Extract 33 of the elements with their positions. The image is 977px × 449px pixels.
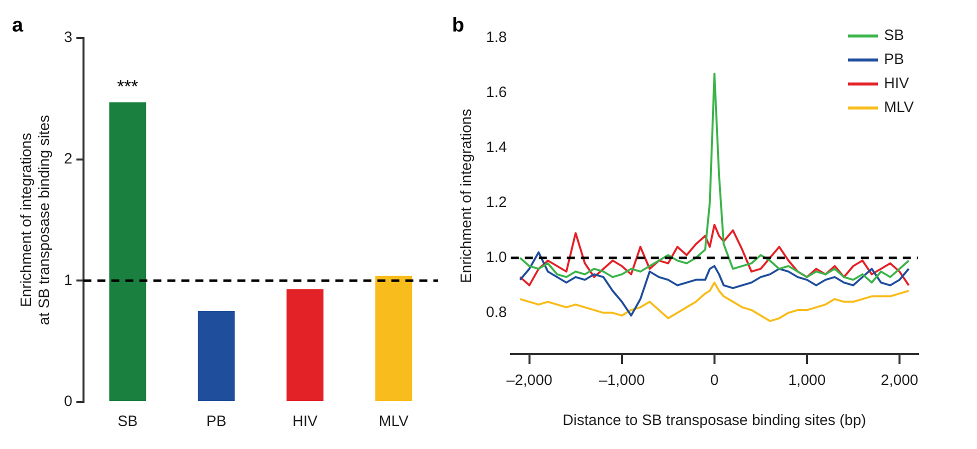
- x-tick-label: HIV: [292, 413, 318, 430]
- annotation: ***: [117, 76, 138, 96]
- x-tick-label: –2,000: [506, 372, 552, 390]
- y-tick-label: 1.0: [486, 248, 507, 266]
- y-tick-label: 0: [64, 393, 72, 410]
- y-tick-label: 2: [64, 150, 72, 168]
- x-tick-label: MLV: [378, 413, 409, 430]
- y-axis-title: Enrichment of integrations: [458, 108, 476, 284]
- bar: [109, 102, 146, 401]
- x-axis-title: Distance to SB transposase binding sites (bp): [562, 412, 866, 430]
- y-axis-title: Enrichment of integrations at SB transposase binding sites: [18, 114, 54, 326]
- bar: [286, 289, 324, 401]
- y-tick-label: 3: [64, 29, 72, 46]
- x-tick-label: SB: [118, 413, 138, 430]
- legend-label: HIV: [884, 75, 910, 92]
- bar: [198, 311, 235, 401]
- x-tick-label: 1,000: [788, 372, 826, 390]
- y-tick-label: 1.4: [486, 139, 507, 156]
- y-tick-label: 1.6: [486, 84, 507, 102]
- x-tick-label: PB: [206, 413, 226, 430]
- chart-title: b: [452, 14, 464, 37]
- y-tick-label: 1.8: [486, 29, 507, 46]
- y-tick-label: 0.8: [486, 304, 507, 321]
- x-tick-label: 0: [710, 372, 719, 390]
- y-tick-label: 1: [64, 272, 72, 289]
- legend-label: MLV: [884, 99, 914, 116]
- legend-label: SB: [884, 27, 904, 44]
- bar: [375, 276, 412, 401]
- legend-label: PB: [884, 51, 904, 68]
- x-tick-label: –1,000: [598, 372, 645, 390]
- x-tick-label: 2,000: [880, 372, 918, 390]
- y-tick-label: 1.2: [486, 194, 507, 212]
- chart-title: a: [12, 14, 24, 37]
